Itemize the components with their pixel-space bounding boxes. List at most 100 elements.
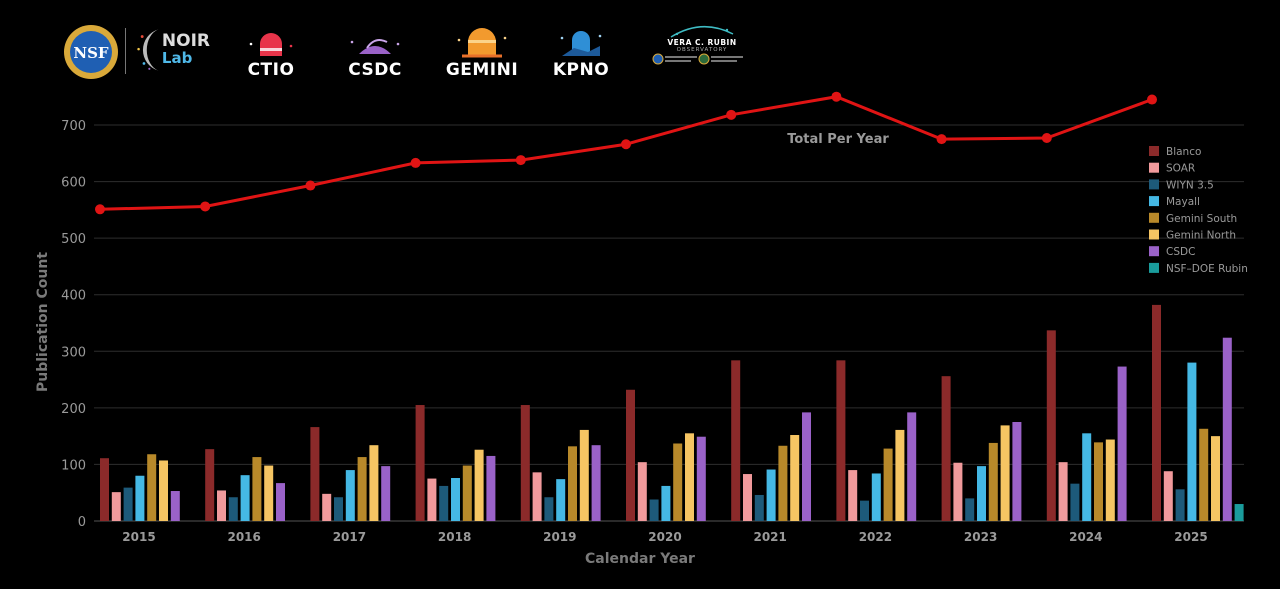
noirlab-logo: NOIR Lab [135,22,210,78]
bar-csdc-2023 [1012,422,1022,521]
bar-csdc-2016 [276,483,285,521]
bar-mayall-2024 [1082,433,1092,521]
bar-blanco-2019 [520,405,530,521]
noirlab-crescent-icon [137,29,159,71]
ctio-logo-text: CTIO [247,60,295,80]
bar-wiyn-3-5-2017 [334,497,343,521]
x-axis-label: Calendar Year [585,551,695,567]
bar-csdc-2020 [696,436,706,521]
x-tick-label: 2024 [1069,530,1102,544]
bar-gemini-north-2022 [895,429,905,521]
bar-mayall-2022 [871,473,881,521]
bar-mayall-2016 [240,475,250,521]
x-tick-label: 2020 [648,530,681,544]
total-line-series [95,91,1157,215]
total-point [936,134,947,145]
gridlines [94,124,1244,522]
bar-mayall-2021 [766,469,776,521]
bar-mayall-2025 [1187,362,1197,521]
total-point [1041,133,1052,144]
bar-csdc-2025 [1222,337,1232,521]
bar-soar-2022 [848,470,858,521]
total-point [1147,94,1157,105]
bar-blanco-2024 [1046,330,1056,521]
bar-csdc-2017 [381,466,391,521]
csdc-dish-icon [350,39,400,54]
logo-banner: NSF NOIR Lab CTIO CSDC [0,0,1280,90]
y-tick-label: 100 [61,458,86,473]
bar-gemini-north-2017 [369,445,379,521]
rubin-arc-icon [670,25,734,38]
noirlab-logo-text-bottom: Lab [161,49,193,67]
y-tick-label: 700 [61,119,86,134]
bar-wiyn-3-5-2019 [544,497,554,521]
bar-gemini-north-2024 [1105,439,1115,521]
bar-blanco-2015 [100,458,109,521]
bar-gemini-north-2021 [790,435,800,521]
bar-soar-2017 [322,493,332,521]
bar-soar-2019 [532,472,542,521]
y-tick-label: 200 [61,402,86,417]
bar-wiyn-3-5-2022 [860,500,869,521]
bar-csdc-2018 [486,455,496,521]
x-tick-label: 2022 [859,530,892,544]
kpno-logo-text: KPNO [552,60,610,80]
bar-gemini-north-2020 [685,433,694,521]
bar-wiyn-3-5-2015 [123,487,133,521]
noirlab-logo-text-top: NOIR [161,31,210,51]
bar-gemini-north-2018 [474,449,484,521]
bar-gemini-south-2016 [252,457,262,521]
gemini-dome-icon [457,28,507,58]
bar-soar-2024 [1058,462,1068,521]
bar-gemini-north-2023 [1000,425,1010,521]
bar-blanco-2020 [626,389,635,521]
nsf-seal-icon: NSF [64,25,118,79]
y-tick-label: 400 [61,289,86,304]
legend-label: Mayall [1166,196,1200,208]
rubin-logo-subtext: OBSERVATORY [676,47,728,53]
legend-swatch [1149,162,1159,173]
bar-blanco-2017 [310,427,320,521]
bar-gemini-south-2022 [883,448,893,521]
legend-label: NSF–DOE Rubin [1166,263,1248,275]
legend-label: CSDC [1166,246,1195,258]
kpno-logo: KPNO [552,18,610,80]
bar-csdc-2024 [1117,366,1127,521]
bar-mayall-2015 [135,475,145,521]
ctio-logo: CTIO [242,18,300,80]
legend-label: WIYN 3.5 [1166,179,1214,191]
bar-csdc-2019 [591,445,601,521]
bar-gemini-south-2015 [147,454,157,521]
bar-blanco-2021 [731,360,741,521]
bar-gemini-south-2018 [462,465,472,521]
bar-soar-2021 [743,474,752,521]
bar-series [100,304,1244,521]
x-tick-label: 2016 [227,530,260,544]
csdc-logo: CSDC [345,18,405,80]
x-tick-label: 2018 [438,530,471,544]
nsf-logo: NSF [62,18,120,80]
x-tick-label: 2017 [333,530,366,544]
bar-blanco-2018 [415,405,425,521]
y-tick-label: 500 [61,232,86,247]
bar-gemini-north-2015 [159,460,168,521]
bar-gemini-north-2016 [264,465,274,521]
rubin-logo-text: VERA C. RUBIN [667,38,737,47]
legend-swatch [1149,262,1159,273]
total-point [621,139,631,150]
logo-divider [125,28,126,74]
rubin-logo: VERA C. RUBIN OBSERVATORY [650,22,754,78]
bar-gemini-south-2023 [988,442,998,521]
total-point [200,201,211,212]
legend-label: Gemini South [1166,213,1237,225]
legend-swatch [1149,179,1159,190]
bar-nsf-doe-rubin-2025 [1234,504,1244,521]
total-line-label: Total Per Year [787,132,889,147]
gemini-logo-text: GEMINI [445,60,519,80]
bar-wiyn-3-5-2021 [754,494,764,521]
x-tick-label: 2021 [753,530,786,544]
bar-soar-2020 [637,462,647,521]
bar-blanco-2022 [836,360,846,521]
kpno-dome-icon [560,31,602,56]
legend-swatch [1149,212,1159,223]
